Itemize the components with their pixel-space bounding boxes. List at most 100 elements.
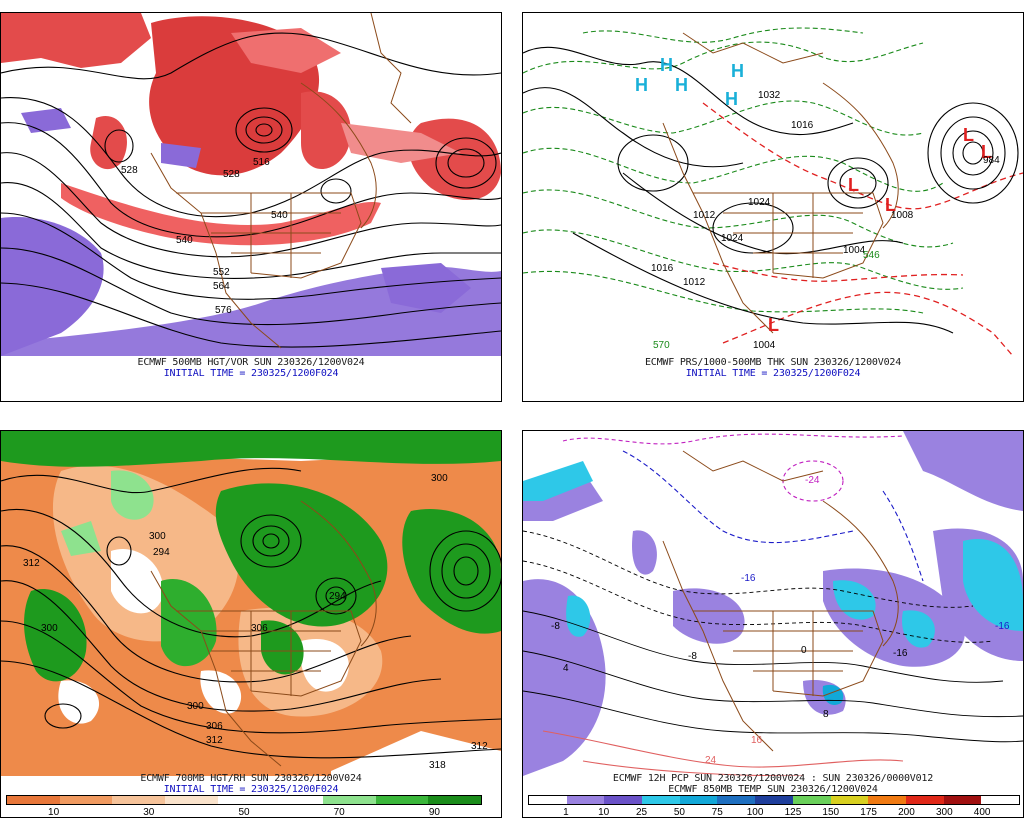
colorbar-swatch bbox=[112, 796, 166, 804]
colorbar-tick-label: 400 bbox=[973, 807, 991, 818]
colorbar-tick-label: 25 bbox=[635, 807, 648, 818]
contour-labels-500mb: 528 516 540 552 564 576 528 540 bbox=[121, 157, 288, 316]
map-label: -16 bbox=[893, 648, 908, 659]
colorbar-tick-label: 125 bbox=[784, 807, 802, 818]
colorbar-swatch bbox=[717, 796, 756, 804]
colorbar-swatch bbox=[59, 796, 113, 804]
colorbar-tick-label: 10 bbox=[48, 807, 60, 818]
colorbar-swatch bbox=[217, 796, 271, 804]
map-label: 318 bbox=[429, 760, 446, 771]
colorbar-tick-label: 70 bbox=[333, 807, 345, 818]
map-label: 0 bbox=[801, 645, 807, 656]
colorbar-tick-label: 150 bbox=[822, 807, 840, 818]
colorbar-swatch bbox=[566, 796, 605, 804]
colorbar-swatch bbox=[428, 796, 482, 804]
colorbar-swatch bbox=[642, 796, 680, 804]
map-label: 306 bbox=[251, 623, 268, 634]
map-label: -8 bbox=[688, 651, 697, 662]
map-label: 300 bbox=[149, 531, 166, 542]
colorbar-swatch bbox=[7, 796, 60, 804]
map-label: 1012 bbox=[693, 210, 716, 221]
panel-prs-thk: H H H H H L L L L L 1032 1016 1024 1024 … bbox=[522, 12, 1024, 402]
colorbar-tick-label: 75 bbox=[711, 807, 723, 818]
colorbar-tick-label: 175 bbox=[860, 807, 877, 818]
map-label: -24 bbox=[805, 475, 820, 486]
caption-line2: ECMWF 850MB TEMP SUN 230326/1200V024 bbox=[668, 784, 878, 795]
colorbar-swatch bbox=[604, 796, 643, 804]
map-500mb-vorticity: 528 516 540 552 564 576 528 540 bbox=[1, 13, 501, 356]
map-label: 528 bbox=[223, 169, 240, 180]
colorbar-pcp bbox=[528, 795, 1020, 805]
caption-line1: ECMWF PRS/1000-500MB THK SUN 230326/1200… bbox=[644, 357, 902, 368]
map-label: 8 bbox=[823, 709, 829, 720]
colorbar-swatch bbox=[905, 796, 944, 804]
map-label: 1024 bbox=[748, 197, 771, 208]
map-label: 1016 bbox=[791, 120, 814, 131]
map-label: 312 bbox=[23, 558, 40, 569]
colorbar-swatch bbox=[943, 796, 982, 804]
high-pressure-marker: H bbox=[725, 89, 738, 109]
caption-line2: INITIAL TIME = 230325/1200F024 bbox=[685, 368, 861, 379]
contour-labels-850mb: -16 -24 -8 0 8 16 24 -16 -8 4 -16 bbox=[551, 475, 1010, 766]
caption-line2: INITIAL TIME = 230325/1200F024 bbox=[163, 784, 339, 795]
map-label: 16 bbox=[751, 735, 763, 746]
high-pressure-marker: H bbox=[675, 75, 688, 95]
colorbar-swatch bbox=[792, 796, 831, 804]
map-label: 294 bbox=[329, 591, 346, 602]
map-label: 1016 bbox=[651, 263, 674, 274]
map-label: 1012 bbox=[683, 277, 706, 288]
contour-labels-700mb: 312 300 300 300 294 306 312 318 306 294 … bbox=[23, 473, 488, 771]
colorbar-rh-labels: 10 30 50 70 90 bbox=[6, 807, 482, 818]
panel-500mb-hgt-vor: 528 516 540 552 564 576 528 540 ECMWF 50… bbox=[0, 12, 502, 402]
colorbar-swatch bbox=[679, 796, 718, 804]
colorbar-swatch bbox=[830, 796, 869, 804]
colorbar-swatch bbox=[270, 796, 324, 804]
colorbar-swatch bbox=[375, 796, 429, 804]
low-pressure-marker: L bbox=[848, 175, 859, 195]
map-label: 300 bbox=[187, 701, 204, 712]
colorbar-rh bbox=[6, 795, 482, 805]
map-label: 1008 bbox=[891, 210, 914, 221]
map-mslp-thickness: H H H H H L L L L L 1032 1016 1024 1024 … bbox=[523, 13, 1023, 357]
colorbar-tick-label: 1 bbox=[563, 807, 569, 818]
colorbar-swatch bbox=[981, 796, 1019, 804]
panel-700mb-hgt-rh: 312 300 300 300 294 306 312 318 306 294 … bbox=[0, 430, 502, 818]
map-label: 546 bbox=[863, 250, 880, 261]
map-label: 540 bbox=[176, 235, 193, 246]
colorbar-swatch bbox=[755, 796, 793, 804]
caption-p1: ECMWF 500MB HGT/VOR SUN 230326/1200V024 … bbox=[1, 357, 501, 379]
map-label: -16 bbox=[741, 573, 756, 584]
map-label: 312 bbox=[471, 741, 488, 752]
colorbar-tick-label: 300 bbox=[935, 807, 953, 818]
map-label: 576 bbox=[215, 305, 232, 316]
colorbar-swatch bbox=[323, 796, 376, 804]
map-label: 1032 bbox=[758, 90, 781, 101]
caption-line1: ECMWF 700MB HGT/RH SUN 230326/1200V024 bbox=[140, 773, 362, 784]
colorbar-pcp-labels: 1 10 25 50 75 100 125 150 175 200 300 400 bbox=[528, 807, 1020, 818]
colorbar-tick-label: 30 bbox=[143, 807, 155, 818]
caption-p4: ECMWF 12H PCP SUN 230326/1200V024 : SUN … bbox=[523, 773, 1023, 795]
map-label: 312 bbox=[206, 735, 223, 746]
map-label: 528 bbox=[121, 165, 138, 176]
high-pressure-marker: H bbox=[635, 75, 648, 95]
caption-line2: INITIAL TIME = 230325/1200F024 bbox=[163, 368, 339, 379]
caption-p3: ECMWF 700MB HGT/RH SUN 230326/1200V024 I… bbox=[1, 773, 501, 795]
colorbar-swatch bbox=[529, 796, 567, 804]
low-pressure-marker: L bbox=[981, 142, 992, 162]
map-label: 4 bbox=[563, 663, 569, 674]
map-label: 294 bbox=[153, 547, 170, 558]
colorbar-tick-label: 200 bbox=[898, 807, 915, 818]
map-label: 552 bbox=[213, 267, 230, 278]
high-pressure-marker: H bbox=[660, 55, 673, 75]
caption-line1: ECMWF 12H PCP SUN 230326/1200V024 : SUN … bbox=[612, 773, 934, 784]
colorbar-swatch bbox=[165, 796, 218, 804]
map-label: 300 bbox=[41, 623, 58, 634]
colorbar-tick-label: 50 bbox=[673, 807, 685, 818]
caption-line1: ECMWF 500MB HGT/VOR SUN 230326/1200V024 bbox=[137, 357, 365, 368]
low-pressure-marker: L bbox=[768, 315, 779, 335]
map-label: 516 bbox=[253, 157, 270, 168]
colorbar-tick-label: 10 bbox=[598, 807, 610, 818]
map-label: 1004 bbox=[843, 245, 866, 256]
map-label: 984 bbox=[983, 155, 1000, 166]
map-label: 564 bbox=[213, 281, 230, 292]
